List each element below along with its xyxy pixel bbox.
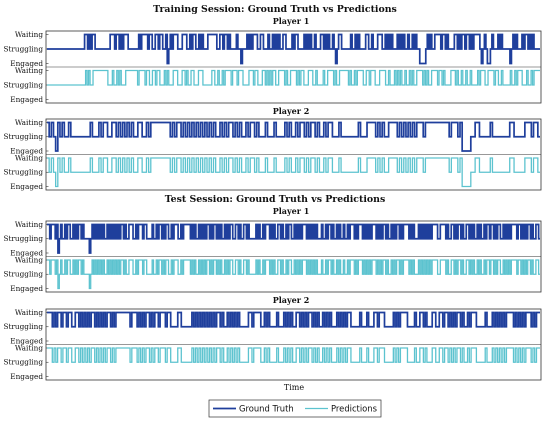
predictions-line xyxy=(47,157,540,188)
ground-truth-line xyxy=(47,311,540,328)
y-tick-label: Struggling xyxy=(4,270,44,279)
y-tick-label: Engaged xyxy=(10,59,43,68)
y-tick-label: Waiting xyxy=(15,255,44,264)
y-tick-label: Engaged xyxy=(10,336,43,345)
y-tick-label: Engaged xyxy=(10,284,43,293)
y-tick-label: Waiting xyxy=(15,118,44,127)
legend-label-predictions: Predictions xyxy=(331,404,377,414)
legend: Ground Truth Predictions xyxy=(208,399,382,418)
y-tick-label: Engaged xyxy=(10,248,43,257)
ground-truth-line xyxy=(47,33,540,65)
y-tick-label: Waiting xyxy=(15,308,44,317)
y-tick-label: Waiting xyxy=(15,30,44,39)
y-tick-label: Struggling xyxy=(4,358,44,367)
panel-title: Player 1 xyxy=(273,16,310,26)
ground-truth-line xyxy=(47,121,540,152)
y-tick-label: Engaged xyxy=(10,146,43,155)
y-tick-label: Struggling xyxy=(4,234,44,243)
legend-label-ground-truth: Ground Truth xyxy=(239,404,294,414)
y-tick-label: Waiting xyxy=(15,66,44,75)
y-tick-label: Waiting xyxy=(15,220,44,229)
ground-truth-line xyxy=(47,223,540,254)
y-tick-label: Waiting xyxy=(15,343,44,352)
y-tick-label: Engaged xyxy=(10,182,43,191)
predictions-line xyxy=(47,259,540,290)
panel-title: Player 2 xyxy=(273,295,310,305)
legend-box xyxy=(208,399,382,418)
y-tick-label: Struggling xyxy=(4,132,44,141)
session-title: Training Session: Ground Truth vs Predic… xyxy=(153,4,397,15)
predictions-line xyxy=(47,69,540,86)
y-tick-label: Engaged xyxy=(10,95,43,104)
y-tick-label: Struggling xyxy=(4,168,44,177)
predictions-line xyxy=(47,347,540,363)
y-tick-label: Struggling xyxy=(4,80,44,89)
panel-title: Player 1 xyxy=(273,206,310,216)
x-axis-label: Time xyxy=(284,383,304,392)
y-tick-label: Engaged xyxy=(10,372,43,381)
y-tick-label: Struggling xyxy=(4,322,44,331)
y-tick-label: Struggling xyxy=(4,44,44,53)
y-tick-label: Waiting xyxy=(15,153,44,162)
panel-title: Player 2 xyxy=(273,106,310,116)
session-title: Test Session: Ground Truth vs Prediction… xyxy=(165,194,386,205)
